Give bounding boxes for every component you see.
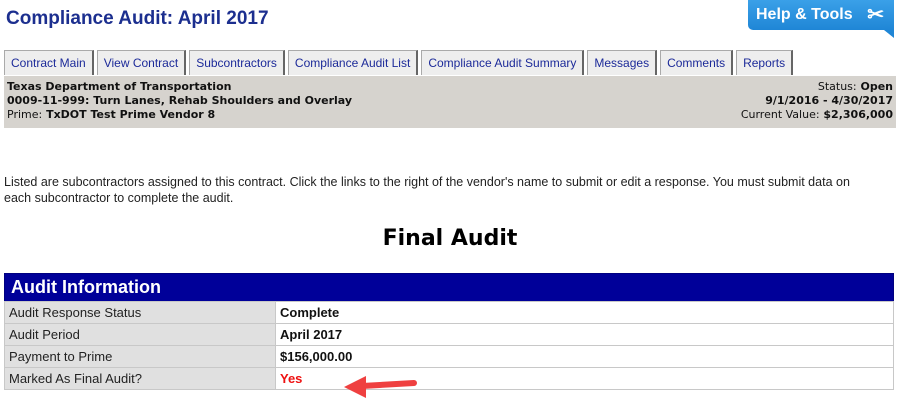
prime-label: Prime: [7,108,43,121]
row-label: Audit Response Status [4,301,276,324]
tab-comments[interactable]: Comments [660,50,734,75]
row-label: Marked As Final Audit? [4,367,276,390]
table-row: Audit Period April 2017 [4,323,894,346]
status-label: Status: [817,80,857,93]
tab-compliance-audit-summary[interactable]: Compliance Audit Summary [421,50,585,75]
tools-icon: ✂ [867,4,884,26]
help-tools-label: Help & Tools [756,6,853,23]
tab-contract-main[interactable]: Contract Main [4,50,94,75]
current-value-label: Current Value: [740,108,820,121]
table-row: Marked As Final Audit? Yes [4,367,894,390]
help-tools-button[interactable]: Help & Tools ✂ [748,0,894,38]
contract-header: Texas Department of Transportation 0009-… [4,76,896,128]
row-value: April 2017 [275,323,894,346]
section-heading: Final Audit [382,226,518,251]
table-row: Audit Response Status Complete [4,301,894,324]
tab-compliance-audit-list[interactable]: Compliance Audit List [287,50,419,75]
intro-text: Listed are subcontractors assigned to th… [4,175,850,205]
arrow-annotation-icon [344,376,417,398]
agency-name: Texas Department of Transportation [7,80,232,93]
row-label: Payment to Prime [4,345,276,368]
tab-messages[interactable]: Messages [587,50,658,75]
prime-vendor: TxDOT Test Prime Vendor 8 [46,108,216,121]
row-value: Complete [275,301,894,324]
contract-dates: 9/1/2016 - 4/30/2017 [765,94,893,107]
contract-name: 0009-11-999: Turn Lanes, Rehab Shoulders… [7,94,353,107]
page-title: Compliance Audit: April 2017 [6,8,269,29]
current-value: $2,306,000 [823,108,893,121]
tab-reports[interactable]: Reports [736,50,794,75]
final-audit-value: Yes [275,367,894,390]
row-value: $156,000.00 [275,345,894,368]
audit-information-table: Audit Information Audit Response Status C… [4,273,894,390]
table-title: Audit Information [4,273,894,302]
row-label: Audit Period [4,323,276,346]
status-value: Open [860,80,893,93]
tab-subcontractors[interactable]: Subcontractors [189,50,285,75]
tab-bar: Contract Main View Contract Subcontracto… [4,50,794,75]
tab-view-contract[interactable]: View Contract [96,50,187,75]
table-row: Payment to Prime $156,000.00 [4,345,894,368]
